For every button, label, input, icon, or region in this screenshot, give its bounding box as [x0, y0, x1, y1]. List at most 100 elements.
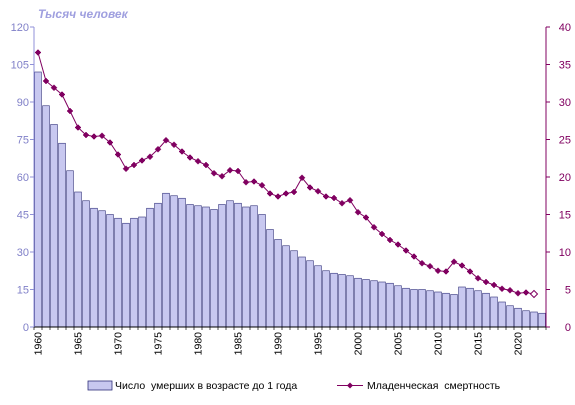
marker-2007 [410, 253, 418, 260]
marker-2018 [498, 285, 506, 293]
left-axis-ticks: 0 15 30 45 60 75 90 105 120 [11, 22, 34, 334]
marker-2003 [378, 230, 386, 238]
bar-2023 [538, 312, 546, 328]
marker-2002 [370, 223, 378, 231]
bar-1992 [290, 250, 298, 328]
bar-2001 [362, 279, 370, 328]
left-tick-label: 60 [17, 172, 29, 184]
marker-2014 [466, 268, 474, 275]
bar-2003 [378, 281, 386, 328]
bar-1965 [74, 191, 82, 328]
bar-2002 [370, 280, 378, 328]
marker-2005 [394, 241, 402, 248]
bar-1987 [250, 205, 258, 328]
right-tick-label: 40 [559, 22, 571, 34]
right-tick-label: 15 [559, 210, 571, 222]
marker-1960 [34, 49, 42, 56]
left-tick-label: 15 [17, 285, 29, 297]
marker-1982 [210, 169, 218, 177]
bar-1995 [314, 265, 322, 328]
marker-1979 [186, 154, 194, 161]
marker-1970 [114, 151, 122, 158]
left-tick-label: 0 [23, 322, 29, 334]
marker-1985 [234, 167, 242, 175]
bar-1976 [162, 192, 170, 328]
marker-1977 [170, 141, 178, 149]
marker-2013 [458, 262, 466, 269]
marker-2022 [529, 289, 539, 299]
x-tick-label: 2015 [473, 332, 485, 356]
right-tick-label: 25 [559, 135, 571, 147]
bar-1991 [282, 245, 290, 328]
bar-2006 [402, 287, 410, 328]
marker-2020 [514, 289, 522, 297]
right-tick-label: 30 [559, 97, 571, 109]
bar-2016 [482, 292, 490, 328]
x-tick-label: 1980 [193, 332, 205, 356]
bar-1973 [138, 216, 146, 328]
marker-2016 [482, 278, 490, 286]
marker-1983 [218, 172, 226, 180]
marker-1974 [146, 153, 154, 161]
marker-1999 [346, 196, 354, 204]
legend: Число умерших в возрасте до 1 года Младе… [87, 380, 501, 392]
x-axis-ticks: 1960 1965 1970 1975 1980 1985 1990 1995 2000 2005… [33, 327, 547, 355]
marker-2000 [354, 208, 362, 216]
right-tick-label: 10 [559, 247, 571, 259]
marker-2017 [490, 281, 498, 289]
bar-2015 [474, 290, 482, 328]
marker-1994 [306, 184, 314, 191]
marker-1996 [322, 193, 330, 200]
bar-1990 [274, 239, 282, 328]
marker-1989 [266, 190, 274, 197]
marker-1975 [154, 145, 162, 153]
x-tick-label: 2020 [513, 332, 525, 356]
marker-1962 [50, 84, 58, 92]
marker-1963 [58, 91, 66, 98]
bar-1975 [154, 202, 162, 328]
marker-1978 [178, 148, 186, 155]
marker-1976 [162, 136, 170, 144]
bar-2022 [530, 311, 538, 328]
x-tick-label: 1975 [153, 332, 165, 356]
x-tick-label: 1965 [73, 332, 85, 356]
bar-1964 [66, 170, 74, 328]
marker-1990 [274, 193, 282, 200]
marker-1967 [90, 133, 98, 140]
x-tick-label: 2010 [433, 332, 445, 356]
marker-1971 [122, 165, 130, 173]
bar-2020 [514, 307, 522, 328]
bar-2009 [426, 290, 434, 328]
right-tick-label: 20 [559, 172, 571, 184]
marker-1995 [314, 187, 322, 195]
bar-1977 [170, 195, 178, 328]
right-tick-label: 0 [565, 322, 571, 334]
bar-1974 [146, 207, 154, 328]
marker-1965 [74, 124, 82, 131]
marker-1966 [82, 131, 90, 139]
bar-1998 [338, 274, 346, 328]
bar-1993 [298, 256, 306, 328]
bar-1982 [210, 209, 218, 328]
left-tick-label: 75 [17, 135, 29, 147]
marker-1984 [226, 166, 234, 174]
bar-2018 [498, 301, 506, 328]
bar-2005 [394, 285, 402, 328]
bar-2000 [354, 277, 362, 328]
marker-1968 [98, 132, 106, 140]
marker-1993 [298, 174, 306, 182]
bar-2008 [418, 289, 426, 328]
marker-1998 [338, 199, 346, 207]
legend-bar-swatch [87, 380, 113, 391]
bar-2017 [490, 296, 498, 328]
bar-1968 [98, 210, 106, 328]
marker-1964 [66, 107, 74, 115]
marker-1992 [290, 188, 298, 196]
bar-1967 [90, 207, 98, 328]
bar-1981 [202, 206, 210, 328]
line-series-infant-mortality [34, 49, 539, 299]
bar-series-deaths [34, 71, 546, 328]
marker-2012 [450, 258, 458, 266]
bar-1986 [242, 206, 250, 328]
marker-2011 [442, 268, 450, 275]
